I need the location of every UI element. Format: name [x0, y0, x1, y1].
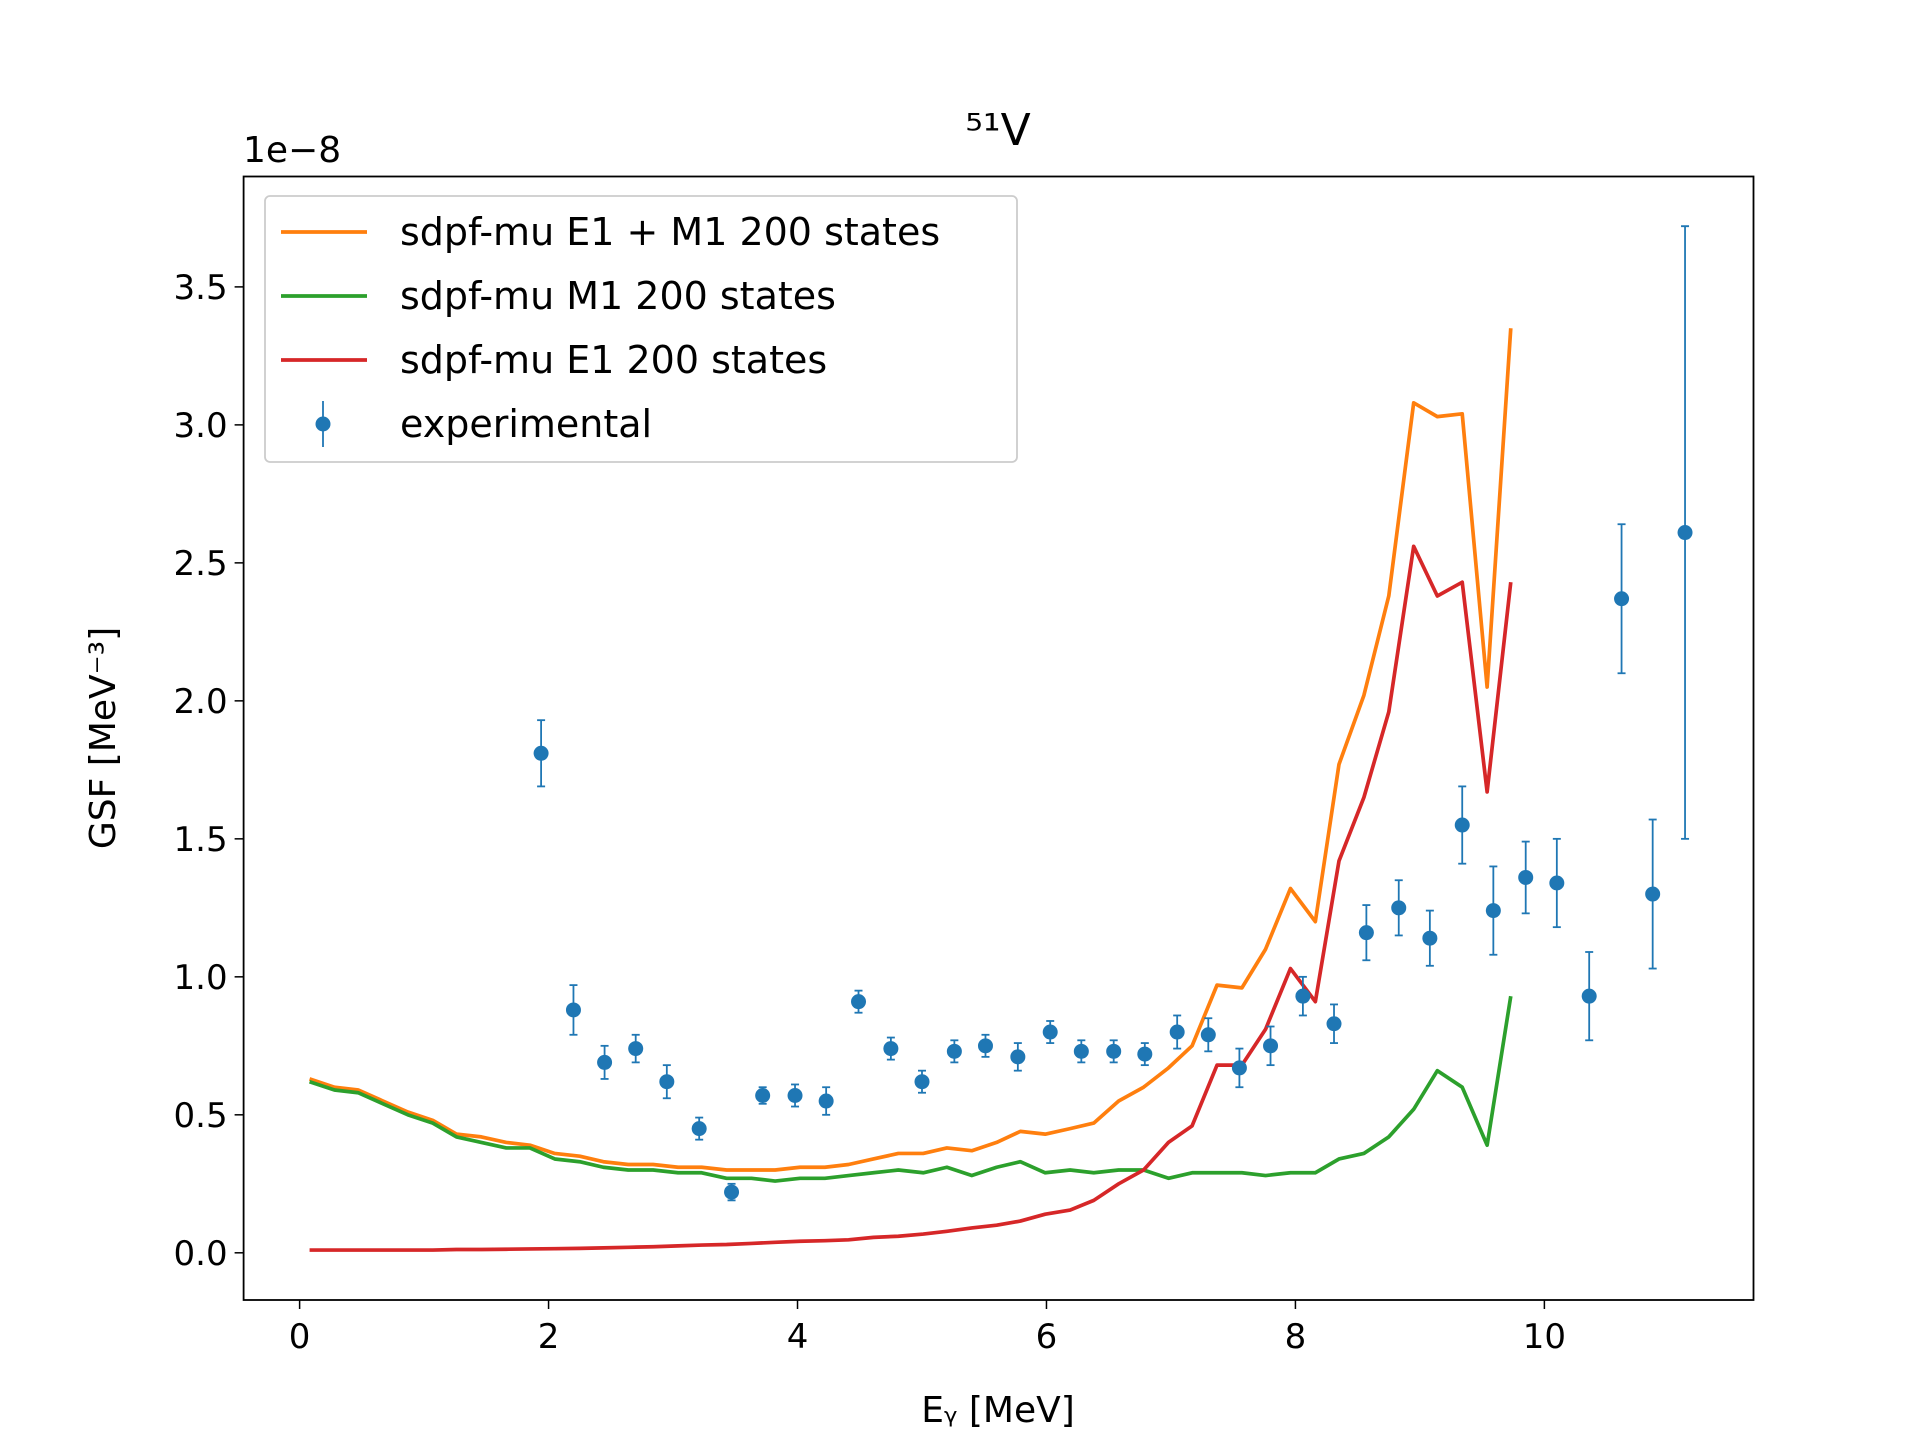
- plot-frame: [242, 175, 1755, 1301]
- point: [1391, 900, 1407, 916]
- x-tick-label: 10: [1523, 1317, 1566, 1357]
- y-tick-label: 2.5: [174, 544, 228, 584]
- point: [1137, 1046, 1153, 1062]
- point: [1614, 591, 1630, 607]
- point: [1581, 988, 1597, 1004]
- point: [724, 1184, 740, 1200]
- point: [1295, 988, 1311, 1004]
- point: [1073, 1043, 1089, 1059]
- point: [1200, 1027, 1216, 1043]
- point: [1231, 1060, 1247, 1076]
- legend-label: sdpf-mu E1 200 states: [400, 338, 827, 382]
- point: [1263, 1038, 1279, 1054]
- point: [597, 1054, 613, 1070]
- y-tick-label: 0.0: [174, 1234, 228, 1274]
- point: [787, 1088, 803, 1104]
- y-tick-label: 3.0: [174, 406, 228, 446]
- y-tick-label: 2.0: [174, 682, 228, 722]
- x-tick-label: 8: [1285, 1317, 1307, 1357]
- point: [914, 1074, 930, 1090]
- point: [1422, 930, 1438, 946]
- x-tick-label: 2: [538, 1317, 560, 1357]
- legend-label: sdpf-mu E1 + M1 200 states: [400, 210, 940, 254]
- y-tick-label: 1.5: [174, 820, 228, 860]
- line: [309, 544, 1513, 1252]
- legend-swatch: [315, 416, 331, 432]
- legend-label: sdpf-mu M1 200 states: [400, 274, 836, 318]
- x-tick-label: 4: [787, 1317, 809, 1357]
- plot-area: [308, 225, 1693, 1252]
- point: [565, 1002, 581, 1018]
- point: [1042, 1024, 1058, 1040]
- point: [1549, 875, 1565, 891]
- y-tick-label: 0.5: [174, 1096, 228, 1136]
- point: [946, 1043, 962, 1059]
- point: [1677, 525, 1693, 541]
- x-tick-label: 6: [1036, 1317, 1058, 1357]
- offset-text: 1e−8: [243, 130, 341, 171]
- point: [628, 1041, 644, 1057]
- point: [755, 1088, 771, 1104]
- point: [1518, 869, 1534, 885]
- point: [1106, 1043, 1122, 1059]
- y-axis-label: GSF [MeV⁻³]: [83, 627, 124, 849]
- point: [659, 1074, 675, 1090]
- point: [883, 1041, 899, 1057]
- point: [1645, 886, 1661, 902]
- point: [851, 994, 867, 1010]
- point: [1454, 817, 1470, 833]
- point: [818, 1093, 834, 1109]
- x-tick-label: 0: [289, 1317, 311, 1357]
- chart-title: ⁵¹V: [965, 105, 1030, 156]
- x-axis-label: Eᵧ [MeV]: [921, 1390, 1075, 1431]
- point: [1358, 925, 1374, 941]
- y-tick-label: 3.5: [174, 268, 228, 308]
- point: [533, 745, 549, 761]
- point: [1485, 903, 1501, 919]
- point: [1326, 1016, 1342, 1032]
- line: [308, 328, 1513, 1172]
- point: [1169, 1024, 1185, 1040]
- point: [691, 1121, 707, 1137]
- legend-box: [264, 195, 1018, 463]
- point: [977, 1038, 993, 1054]
- legend-label: experimental: [400, 402, 652, 446]
- y-tick-label: 1.0: [174, 958, 228, 998]
- point: [1010, 1049, 1026, 1065]
- line: [308, 995, 1513, 1183]
